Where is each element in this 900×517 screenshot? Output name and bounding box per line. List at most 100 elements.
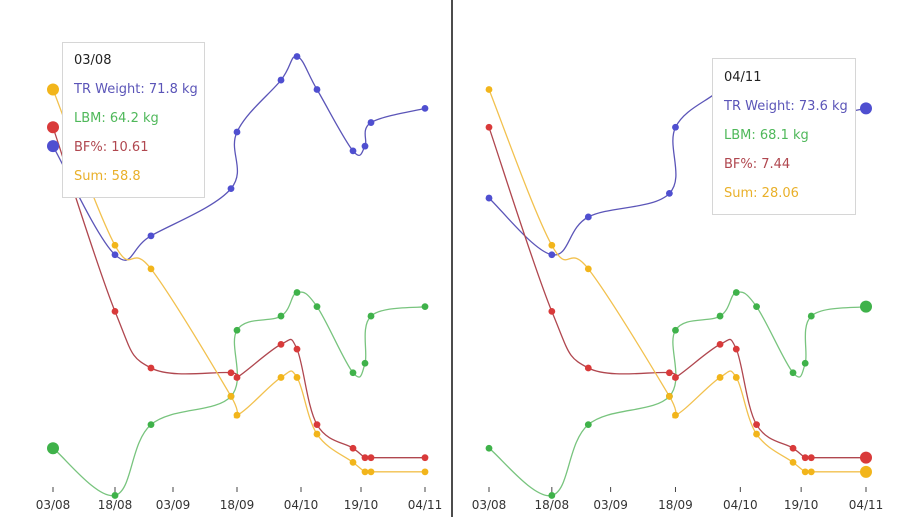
data-point[interactable] [789, 459, 797, 466]
data-point[interactable] [349, 459, 357, 466]
x-tick-label: 19/10 [784, 498, 819, 512]
data-point[interactable] [293, 374, 301, 381]
data-point[interactable] [361, 142, 369, 150]
data-point[interactable] [111, 251, 119, 259]
data-point[interactable] [665, 369, 673, 377]
data-point[interactable] [277, 374, 285, 381]
tooltip-date: 03/08 [74, 53, 112, 68]
data-point[interactable] [277, 341, 285, 348]
data-point[interactable] [732, 289, 740, 296]
data-point[interactable] [753, 303, 760, 311]
data-point[interactable] [277, 76, 285, 84]
data-point[interactable] [227, 392, 235, 400]
data-point[interactable] [293, 289, 301, 296]
data-point[interactable] [313, 86, 321, 93]
hover-tooltip-left: 03/08 TR Weight: 71.8 kg LBM: 64.2 kg BF… [62, 42, 205, 198]
data-point[interactable] [548, 307, 556, 315]
x-tick-label: 04/10 [723, 498, 758, 512]
data-point[interactable] [789, 444, 797, 452]
data-point[interactable] [584, 265, 592, 273]
data-point[interactable] [293, 53, 301, 60]
data-point[interactable] [807, 312, 815, 320]
data-point[interactable] [111, 307, 119, 315]
data-point[interactable] [548, 492, 556, 499]
data-point[interactable] [233, 411, 241, 419]
data-point[interactable] [421, 303, 429, 311]
data-point[interactable] [227, 185, 235, 193]
data-point[interactable] [277, 312, 285, 320]
data-point[interactable] [672, 123, 679, 131]
x-tick-label: 18/09 [220, 498, 255, 512]
tooltip-lbm: LBM: 68.1 kg [724, 128, 809, 143]
data-point[interactable] [147, 421, 155, 429]
data-point[interactable] [111, 492, 119, 499]
data-point[interactable] [47, 442, 59, 455]
data-point[interactable] [349, 147, 357, 155]
data-point[interactable] [485, 194, 493, 202]
data-point[interactable] [860, 300, 872, 313]
data-point[interactable] [801, 454, 809, 462]
data-point[interactable] [313, 430, 321, 438]
data-point[interactable] [584, 421, 592, 429]
data-point[interactable] [361, 454, 369, 462]
data-point[interactable] [227, 369, 235, 377]
data-point[interactable] [665, 189, 673, 197]
tooltip-date: 04/11 [724, 70, 762, 85]
data-point[interactable] [584, 364, 592, 372]
data-point[interactable] [47, 83, 59, 96]
data-point[interactable] [716, 341, 724, 348]
data-point[interactable] [807, 454, 815, 462]
data-point[interactable] [860, 102, 872, 115]
data-point[interactable] [485, 86, 493, 93]
chart-panel-left: 03/08 18/08 03/09 18/09 04/10 19/10 04/11 [36, 53, 442, 512]
data-point[interactable] [367, 468, 375, 476]
data-point[interactable] [860, 465, 872, 478]
data-point[interactable] [485, 123, 493, 131]
data-point[interactable] [672, 326, 679, 334]
data-point[interactable] [367, 312, 375, 320]
data-point[interactable] [801, 468, 809, 476]
data-point[interactable] [485, 444, 493, 452]
data-point[interactable] [860, 451, 872, 464]
data-point[interactable] [233, 374, 241, 381]
data-point[interactable] [672, 411, 679, 419]
data-point[interactable] [732, 374, 740, 381]
x-tick-label: 03/09 [593, 498, 628, 512]
data-point[interactable] [313, 421, 321, 429]
data-point[interactable] [584, 213, 592, 221]
data-point[interactable] [367, 119, 375, 126]
data-point[interactable] [233, 128, 241, 136]
data-point[interactable] [672, 374, 679, 381]
data-point[interactable] [349, 444, 357, 452]
data-point[interactable] [147, 364, 155, 372]
data-point[interactable] [313, 303, 321, 311]
data-point[interactable] [665, 392, 673, 400]
data-point[interactable] [233, 326, 241, 334]
data-point[interactable] [421, 468, 429, 476]
data-point[interactable] [367, 454, 375, 462]
x-tick-label: 18/09 [658, 498, 693, 512]
data-point[interactable] [716, 374, 724, 381]
data-point[interactable] [548, 251, 556, 259]
data-point[interactable] [789, 369, 797, 377]
data-point[interactable] [361, 359, 369, 367]
data-point[interactable] [349, 369, 357, 377]
data-point[interactable] [548, 241, 556, 249]
x-tick-label: 03/08 [472, 498, 507, 512]
tooltip-lbm: LBM: 64.2 kg [74, 111, 159, 126]
data-point[interactable] [293, 345, 301, 353]
data-point[interactable] [801, 359, 809, 367]
data-point[interactable] [753, 430, 760, 438]
data-point[interactable] [716, 312, 724, 320]
data-point[interactable] [807, 468, 815, 476]
data-point[interactable] [361, 468, 369, 476]
data-point[interactable] [147, 232, 155, 240]
data-point[interactable] [753, 421, 760, 429]
data-point[interactable] [111, 241, 119, 249]
data-point[interactable] [421, 105, 429, 112]
data-point[interactable] [147, 265, 155, 273]
data-point[interactable] [421, 454, 429, 462]
data-point[interactable] [47, 121, 59, 134]
data-point[interactable] [732, 345, 740, 353]
data-point[interactable] [47, 140, 59, 153]
